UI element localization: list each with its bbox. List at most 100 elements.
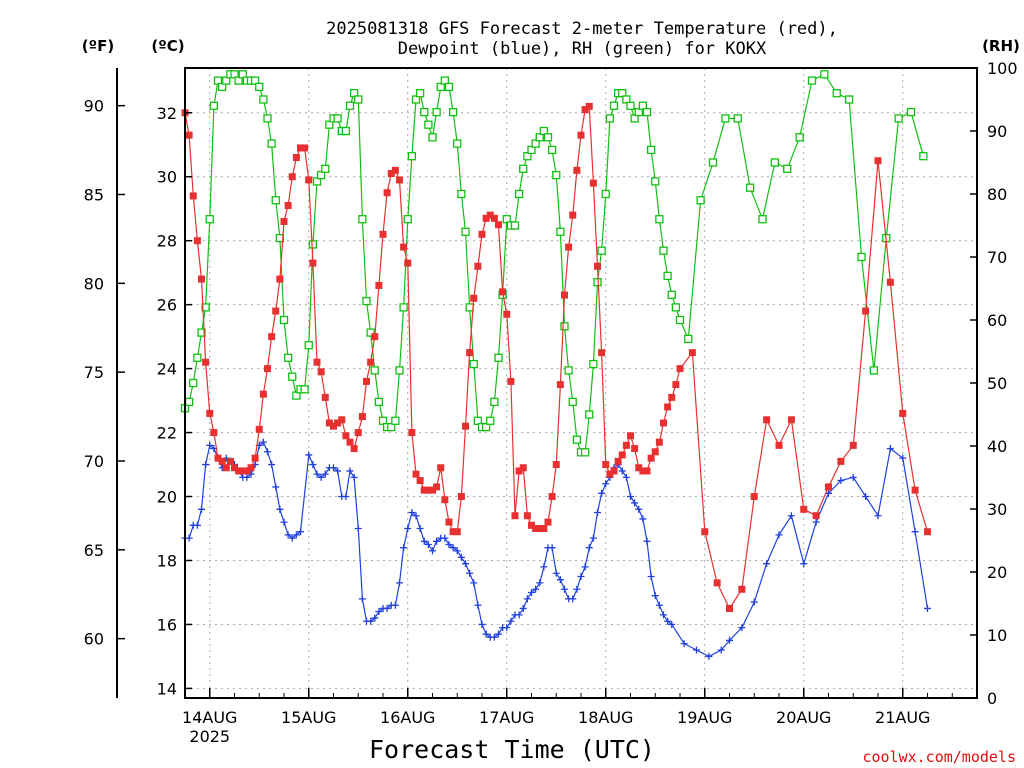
temperature-point [536, 525, 544, 533]
rh-unit-label: (RH) [982, 37, 1020, 55]
rh-point [552, 170, 561, 180]
dewpoint-point [268, 461, 276, 469]
fahrenheit-tick-label: 60 [84, 630, 104, 649]
temperature-point [750, 493, 758, 501]
dewpoint-point [350, 473, 358, 481]
dewpoint-point [717, 646, 725, 654]
temperature-point [775, 441, 783, 449]
x-tick-label: 21AUG [875, 708, 930, 727]
temperature-point [837, 457, 845, 465]
temperature-point [338, 416, 346, 424]
temperature-point [189, 192, 197, 200]
rh-point [510, 221, 520, 230]
rh-tick-label: 40 [987, 437, 1007, 456]
temperature-point [787, 416, 795, 424]
temperature-point [631, 445, 639, 453]
rh-point [259, 95, 268, 104]
rh-point [205, 215, 214, 224]
rh-point [514, 189, 524, 199]
dewpoint-point [400, 544, 408, 552]
temperature-point [647, 454, 655, 462]
temperature-point [330, 422, 337, 430]
temperature-point [375, 281, 383, 289]
dewpoint-point [424, 540, 432, 548]
rh-point [403, 215, 412, 224]
dewpoint-point [581, 563, 589, 571]
temperature-point [247, 464, 255, 472]
dewpoint-point [573, 585, 581, 593]
rh-point [448, 107, 458, 117]
temperature-point [243, 467, 251, 475]
dewpoint-point [540, 563, 548, 571]
fahrenheit-tick-label: 85 [84, 185, 104, 204]
rh-point [906, 107, 916, 117]
rh-point [655, 215, 664, 224]
temperature-point [499, 288, 507, 296]
dewpoint-point [288, 534, 296, 542]
temperature-point [668, 393, 676, 401]
credit-link[interactable]: coolwx.com/models [862, 748, 1016, 766]
temperature-point [437, 464, 445, 472]
rh-point [708, 158, 718, 167]
rh-point [391, 416, 400, 425]
dewpoint-point [292, 531, 300, 539]
temperature-point [416, 477, 424, 485]
dewpoint-point [383, 604, 391, 612]
temperature-point [598, 349, 606, 357]
celsius-tick-label: 30 [157, 168, 177, 187]
temperature-point [325, 419, 333, 427]
x-axis-label: Forecast Time (UTC) [369, 735, 655, 764]
rh-point [424, 120, 433, 129]
dewpoint-point [693, 646, 700, 654]
dewpoint-point [503, 624, 511, 632]
dewpoint-point [453, 547, 461, 555]
rh-point [671, 303, 681, 312]
temperature-point [899, 409, 907, 417]
rh-tick-label: 80 [987, 185, 1007, 204]
temperature-point [202, 358, 210, 366]
dewpoint-point [874, 512, 882, 520]
temperature-point [503, 310, 511, 318]
dewpoint-point [738, 624, 746, 632]
temperature-point [276, 275, 284, 283]
temperature-point [639, 467, 647, 475]
temperature-point [515, 467, 523, 475]
dewpoint-point [618, 467, 626, 475]
rh-point [465, 303, 474, 312]
rh-point [758, 215, 767, 224]
rh-point [333, 114, 342, 123]
rh-point [543, 133, 553, 142]
temperature-point [218, 457, 226, 465]
rh-point [745, 183, 755, 192]
dewpoint-point [198, 505, 205, 513]
dewpoint-point [519, 604, 527, 612]
celsius-tick-label: 16 [157, 615, 177, 634]
dewpoint-point [420, 537, 428, 545]
temperature-point [874, 157, 882, 165]
rh-point [453, 139, 462, 148]
dewpoint-point [726, 636, 733, 644]
dewpoint-point [457, 553, 465, 561]
temperature-point [429, 486, 436, 494]
dewpoint-point [462, 560, 469, 568]
celsius-tick-label: 28 [157, 232, 177, 251]
dewpoint-point [193, 521, 201, 529]
rh-point [601, 189, 610, 199]
dewpoint-point [474, 601, 482, 609]
dewpoint-point [416, 525, 424, 533]
temperature-point [738, 585, 746, 593]
rh-point [444, 82, 454, 92]
rh-point [807, 76, 817, 85]
temperature-point [358, 413, 366, 421]
rh-point [321, 164, 330, 173]
fahrenheit-tick-label: 90 [84, 97, 104, 116]
rh-point [490, 397, 499, 407]
rh-point [593, 278, 602, 287]
temperature-point [363, 377, 370, 385]
rh-tick-label: 10 [987, 626, 1007, 645]
dewpoint-point [280, 518, 288, 526]
rh-point [354, 95, 363, 104]
rh-point [486, 416, 495, 425]
fahrenheit-tick-label: 70 [84, 452, 104, 471]
temperature-point [622, 441, 630, 449]
